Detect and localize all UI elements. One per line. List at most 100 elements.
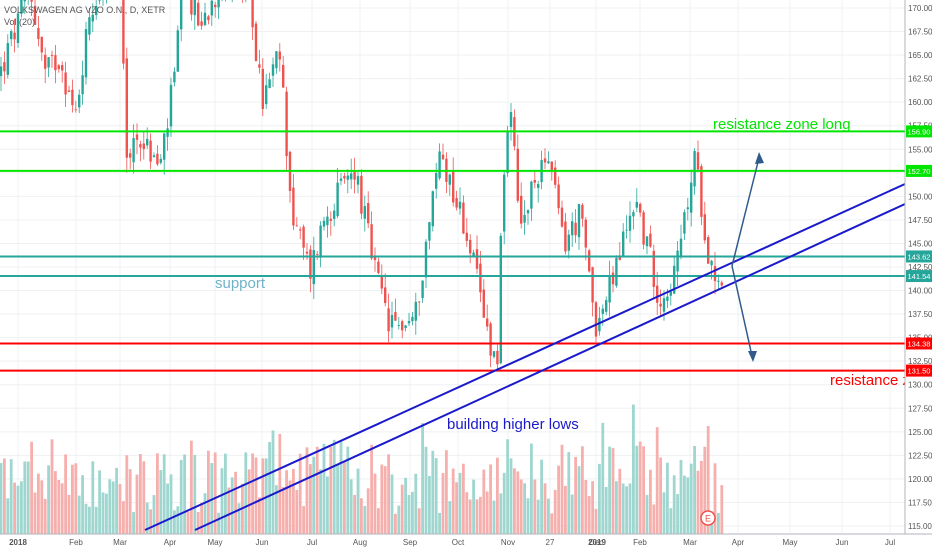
candle-body (615, 257, 618, 286)
arrow-up-head (755, 152, 764, 164)
trendline-upper-channel[interactable] (194, 203, 906, 531)
candle-body (339, 178, 343, 181)
volume-bar (298, 453, 302, 534)
volume-bar (98, 470, 101, 534)
price-label-text: 152.70 (908, 167, 931, 176)
trendline-lower-channel[interactable] (144, 183, 906, 531)
volume-bar (543, 483, 547, 534)
volume-bar (652, 504, 656, 534)
x-tick-label: May (782, 538, 797, 547)
volume-bar (438, 512, 441, 534)
candle-body (6, 43, 9, 75)
candle-body (475, 249, 479, 269)
volume-bar (43, 498, 47, 534)
volume-bar (421, 423, 424, 534)
volume-bar (672, 475, 676, 534)
volume-bar (312, 456, 316, 534)
volume-bar (319, 469, 322, 534)
candle-body (703, 214, 706, 241)
candle-body (441, 154, 445, 160)
candle-body (380, 275, 383, 289)
candle-body (594, 302, 598, 337)
volume-bar (655, 427, 659, 534)
volume-bar (302, 506, 305, 534)
volume-bar (621, 483, 625, 534)
event-marker[interactable]: E (700, 510, 716, 526)
volume-bar (84, 503, 88, 534)
candle-body (503, 174, 506, 232)
volume-bar (200, 502, 203, 534)
volume-bar (720, 485, 724, 534)
volume-bar (213, 452, 217, 534)
volume-bar (353, 494, 356, 534)
volume-bar (356, 468, 360, 534)
volume-bar (149, 509, 152, 534)
volume-bar (615, 481, 618, 534)
volume-bar (377, 508, 380, 534)
candle-body (581, 204, 584, 219)
volume-bar (309, 464, 312, 534)
volume-bar (662, 492, 666, 534)
volume-bar (254, 457, 258, 534)
candle-body (10, 31, 13, 40)
arrow-up-projection (731, 157, 760, 267)
price-label-box (906, 337, 932, 350)
y-tick-label: 115.00 (908, 522, 932, 531)
volume-bar (179, 459, 183, 534)
volume-bar (193, 454, 197, 534)
candle-body (700, 166, 703, 217)
candle-body (326, 216, 329, 226)
volume-bar (50, 439, 54, 534)
volume-bar (142, 461, 146, 534)
candle-body (639, 203, 642, 213)
volume-bar (196, 512, 200, 534)
volume-bar (281, 487, 285, 534)
candle-body (149, 140, 152, 162)
volume-bar (285, 470, 288, 534)
candle-body (435, 173, 438, 189)
candle-body (506, 132, 509, 173)
candle-body (23, 0, 26, 2)
chart-legend: VOLKSWAGEN AG VZO O.N., D, XETR Vol (20) (4, 4, 165, 28)
x-tick-label: Jun (836, 538, 849, 547)
candle-body (377, 261, 380, 273)
candle-body (394, 312, 397, 321)
candle-body (628, 215, 632, 231)
volume-bar (553, 489, 557, 534)
price-label-box (906, 125, 932, 138)
candle-body (591, 267, 594, 303)
y-tick-label: 160.00 (908, 98, 932, 107)
candle-body (169, 84, 173, 127)
candle-body (390, 315, 394, 328)
candle-body (550, 161, 553, 172)
volume-bar (407, 494, 411, 534)
volume-bar (468, 499, 472, 534)
candle-body (438, 151, 441, 179)
candle-body (618, 255, 621, 260)
arrow-down-head (748, 351, 757, 362)
volume-bar (547, 498, 550, 534)
candle-body (554, 167, 557, 185)
candle-body (173, 71, 176, 83)
candle-body (373, 255, 377, 261)
candle-body (516, 148, 519, 201)
candle-body (309, 249, 312, 279)
candle-body (98, 0, 101, 1)
candle-body (448, 174, 451, 185)
volume-bar (94, 506, 98, 534)
volume-bar (591, 481, 594, 534)
annotation-resistance-zone-long: resistance zone long (713, 116, 851, 133)
candle-body (465, 232, 468, 241)
volume-bar (686, 477, 690, 534)
y-tick-label: 120.00 (908, 475, 932, 484)
candle-body (343, 175, 346, 179)
candle-body (520, 195, 523, 224)
candle-body (713, 266, 717, 282)
svg-text:E: E (705, 514, 711, 524)
volume-bar (67, 494, 71, 534)
volume-bar (567, 452, 571, 534)
volume-bar (390, 474, 394, 534)
volume-bar (220, 468, 224, 534)
candle-body (489, 323, 492, 356)
